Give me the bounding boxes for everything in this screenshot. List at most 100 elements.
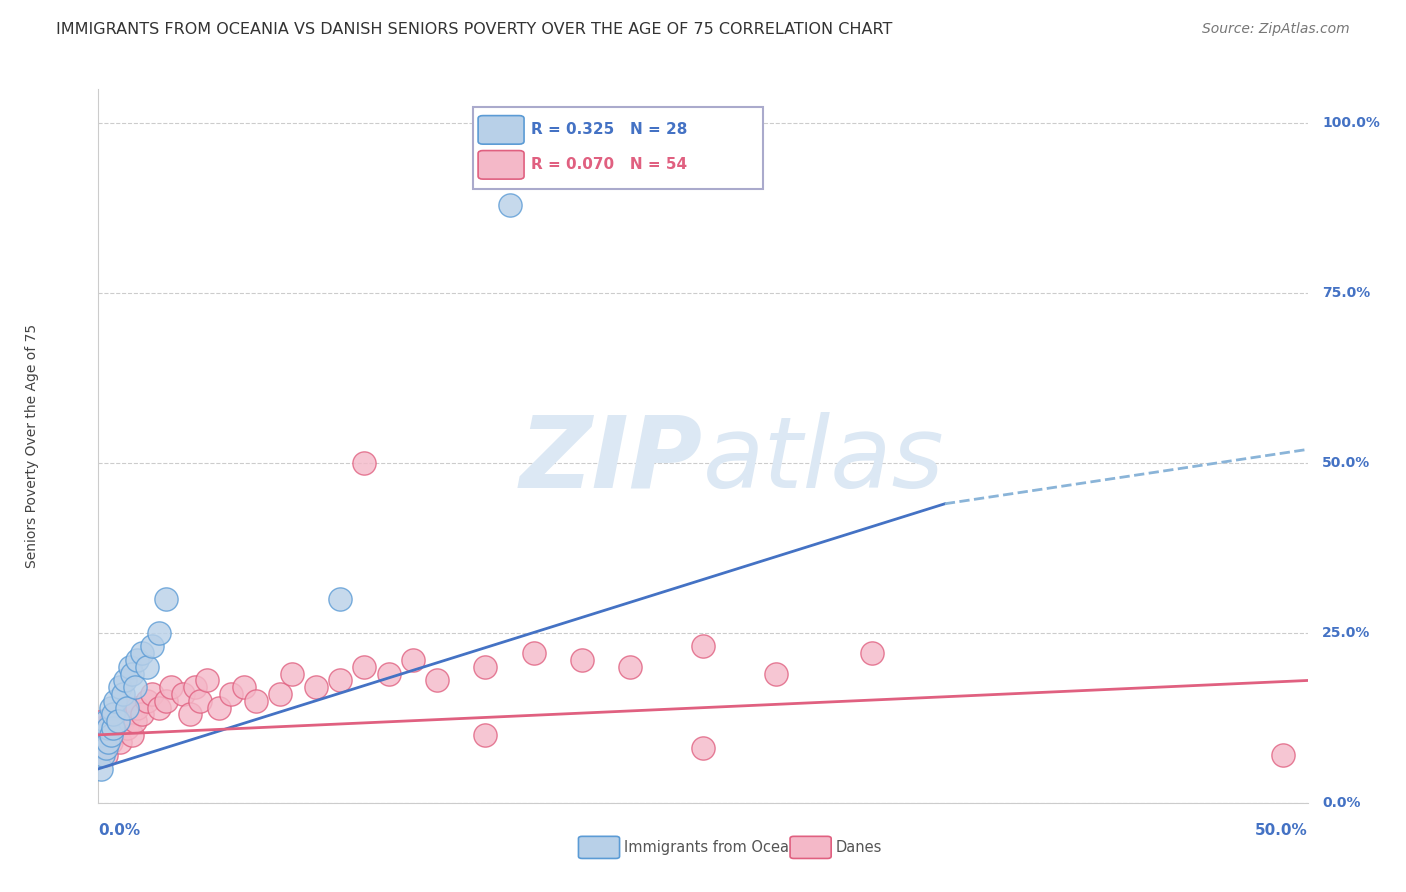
- Point: [571, 653, 593, 667]
- Text: 75.0%: 75.0%: [1322, 286, 1371, 300]
- Point: [353, 456, 375, 470]
- FancyBboxPatch shape: [578, 837, 620, 858]
- Point: [97, 721, 120, 735]
- Point: [155, 694, 177, 708]
- Text: Immigrants from Oceania: Immigrants from Oceania: [624, 840, 811, 855]
- Point: [118, 660, 141, 674]
- Text: ZIP: ZIP: [520, 412, 703, 508]
- Point: [100, 700, 122, 714]
- Point: [108, 680, 131, 694]
- Point: [90, 741, 112, 756]
- Text: 50.0%: 50.0%: [1254, 823, 1308, 838]
- Text: 0.0%: 0.0%: [1322, 796, 1361, 810]
- Point: [498, 198, 520, 212]
- Point: [101, 707, 124, 722]
- Point: [619, 660, 641, 674]
- Point: [377, 666, 399, 681]
- FancyBboxPatch shape: [478, 116, 524, 145]
- Point: [124, 680, 146, 694]
- Point: [94, 741, 117, 756]
- Point: [305, 680, 328, 694]
- Point: [155, 591, 177, 606]
- Point: [860, 646, 883, 660]
- Point: [91, 734, 114, 748]
- Text: 100.0%: 100.0%: [1322, 116, 1379, 130]
- Point: [90, 721, 112, 735]
- Point: [141, 687, 163, 701]
- Point: [188, 694, 211, 708]
- FancyBboxPatch shape: [474, 107, 763, 189]
- Point: [97, 734, 120, 748]
- Point: [101, 721, 124, 735]
- FancyBboxPatch shape: [790, 837, 831, 858]
- Text: 0.0%: 0.0%: [98, 823, 141, 838]
- Point: [114, 673, 136, 688]
- Point: [117, 700, 139, 714]
- Point: [91, 748, 114, 763]
- Point: [127, 700, 149, 714]
- Point: [353, 660, 375, 674]
- Point: [269, 687, 291, 701]
- Point: [184, 680, 207, 694]
- Point: [127, 653, 149, 667]
- Point: [141, 640, 163, 654]
- Point: [245, 694, 267, 708]
- Point: [94, 748, 117, 763]
- Point: [90, 762, 112, 776]
- Point: [208, 700, 231, 714]
- Point: [100, 714, 122, 729]
- Text: Danes: Danes: [837, 840, 883, 855]
- Point: [1272, 748, 1295, 763]
- Point: [131, 707, 153, 722]
- Point: [91, 728, 114, 742]
- Point: [108, 734, 131, 748]
- Point: [91, 714, 114, 729]
- Point: [523, 646, 546, 660]
- Point: [474, 728, 496, 742]
- Point: [100, 728, 122, 742]
- Point: [104, 694, 127, 708]
- Point: [179, 707, 201, 722]
- Point: [426, 673, 449, 688]
- Point: [100, 734, 122, 748]
- Text: IMMIGRANTS FROM OCEANIA VS DANISH SENIORS POVERTY OVER THE AGE OF 75 CORRELATION: IMMIGRANTS FROM OCEANIA VS DANISH SENIOR…: [56, 22, 893, 37]
- Point: [94, 714, 117, 729]
- Text: R = 0.325   N = 28: R = 0.325 N = 28: [531, 122, 688, 137]
- Text: atlas: atlas: [703, 412, 945, 508]
- Text: 50.0%: 50.0%: [1322, 456, 1371, 470]
- Text: Seniors Poverty Over the Age of 75: Seniors Poverty Over the Age of 75: [25, 324, 39, 568]
- Point: [281, 666, 304, 681]
- Point: [135, 660, 157, 674]
- FancyBboxPatch shape: [478, 151, 524, 179]
- Point: [172, 687, 194, 701]
- Point: [117, 721, 139, 735]
- Point: [121, 666, 143, 681]
- Point: [131, 646, 153, 660]
- Point: [104, 707, 127, 722]
- Point: [474, 660, 496, 674]
- Point: [111, 714, 134, 729]
- Point: [221, 687, 243, 701]
- Point: [692, 741, 714, 756]
- Point: [402, 653, 425, 667]
- Point: [107, 714, 129, 729]
- Point: [135, 694, 157, 708]
- Point: [148, 626, 170, 640]
- Point: [148, 700, 170, 714]
- Point: [97, 721, 120, 735]
- Text: 25.0%: 25.0%: [1322, 626, 1371, 640]
- Point: [160, 680, 183, 694]
- Point: [94, 728, 117, 742]
- Point: [111, 687, 134, 701]
- Point: [101, 728, 124, 742]
- Point: [107, 721, 129, 735]
- Point: [121, 728, 143, 742]
- Point: [232, 680, 254, 694]
- Point: [329, 673, 352, 688]
- Point: [765, 666, 787, 681]
- Point: [195, 673, 218, 688]
- Point: [124, 714, 146, 729]
- Text: R = 0.070   N = 54: R = 0.070 N = 54: [531, 157, 688, 172]
- Text: Source: ZipAtlas.com: Source: ZipAtlas.com: [1202, 22, 1350, 37]
- Point: [114, 700, 136, 714]
